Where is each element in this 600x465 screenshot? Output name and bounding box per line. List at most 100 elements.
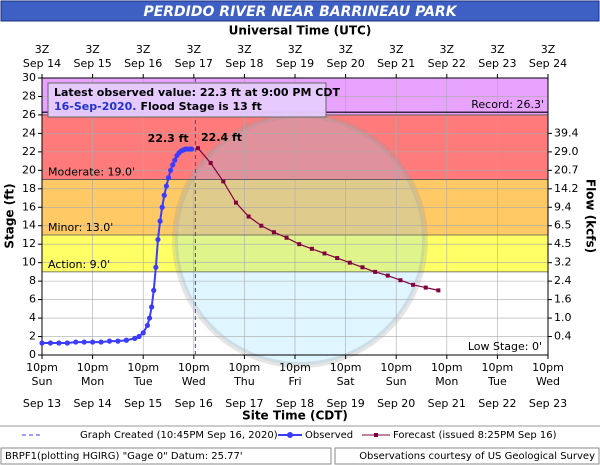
observed-point xyxy=(56,340,62,346)
observed-point xyxy=(39,340,45,346)
x-tick-date: Sep 23 xyxy=(529,397,567,410)
x-tick-label: 10pm xyxy=(26,361,58,374)
y2-tick-label: 29.0 xyxy=(554,145,579,158)
x-tick-day: Sun xyxy=(32,375,53,388)
top-tick-label: 3Z xyxy=(541,43,556,56)
forecast-point xyxy=(271,230,276,235)
observed-point xyxy=(115,338,121,344)
legend-observed-swatch xyxy=(287,432,293,438)
x-tick-date: Sep 18 xyxy=(276,397,314,410)
y2-tick-label: 1.0 xyxy=(554,311,572,324)
forecast-point xyxy=(436,288,441,293)
forecast-point xyxy=(309,246,314,251)
x-tick-date: Sep 17 xyxy=(225,397,263,410)
top-tick-date: Sep 24 xyxy=(529,57,567,70)
observed-point xyxy=(189,146,195,152)
observed-point xyxy=(106,338,113,344)
y-tick-label: 12 xyxy=(22,237,36,250)
y2-tick-label: 20.7 xyxy=(554,163,579,176)
title-bar xyxy=(0,0,600,22)
x-tick-day: Mon xyxy=(81,375,104,388)
forecast-point xyxy=(246,214,251,219)
x-tick-label: 10pm xyxy=(532,361,564,374)
y2-tick-label: 4.5 xyxy=(554,237,572,250)
x-tick-day: Thu xyxy=(233,375,255,388)
forecast-point xyxy=(322,251,327,256)
x-tick-label: 10pm xyxy=(229,361,261,374)
y-tick-label: 18 xyxy=(22,182,36,195)
top-tick-label: 3Z xyxy=(237,43,252,56)
series-line xyxy=(197,147,439,291)
x-tick-date: Sep 22 xyxy=(478,397,516,410)
x-tick-date: Sep 15 xyxy=(124,397,162,410)
observed-point xyxy=(153,264,159,270)
y-tick-label: 26 xyxy=(22,108,36,121)
plot-frame xyxy=(41,77,549,356)
forecast-point xyxy=(221,179,226,184)
y-tick-label: 10 xyxy=(22,256,36,269)
top-tick-label: 3Z xyxy=(490,43,505,56)
datum: BRPF1(plotting HGIRG) "Gage 0" Datum: 25… xyxy=(5,451,243,462)
info-flood: Flood Stage is 13 ft xyxy=(141,100,262,113)
x-tick-date: Sep 13 xyxy=(23,397,61,410)
y2-tick-label: 3.2 xyxy=(554,256,572,269)
y2-tick-label: 0.4 xyxy=(554,330,572,343)
y2-tick-label: 2.4 xyxy=(554,274,572,287)
x-tick-day: Mon xyxy=(435,375,458,388)
x-tick-label: 10pm xyxy=(482,361,514,374)
observed-point xyxy=(165,175,172,181)
x-tick-day: Wed xyxy=(182,375,206,388)
x-tick-date: Sep 21 xyxy=(428,397,466,410)
observed-point xyxy=(168,167,174,173)
observed-point xyxy=(64,340,70,346)
forecast-point xyxy=(385,273,390,278)
legend-label: Observed xyxy=(305,430,353,441)
top-tick-date: Sep 15 xyxy=(73,57,111,70)
y-tick-label: 0 xyxy=(29,348,36,361)
forecast-point xyxy=(398,278,403,283)
top-tick-label: 3Z xyxy=(288,43,303,56)
observed-point xyxy=(157,218,163,224)
top-tick-date: Sep 22 xyxy=(428,57,466,70)
record-label: Record: 26.3' xyxy=(471,98,544,111)
top-tick-date: Sep 16 xyxy=(124,57,162,70)
x-tick-date: Sep 19 xyxy=(326,397,364,410)
observed-point xyxy=(98,339,104,345)
y-tick-label: 24 xyxy=(22,126,36,139)
forecast-point xyxy=(423,285,428,290)
y2-axis-title: Flow (kcfs) xyxy=(584,179,598,253)
top-tick-date: Sep 20 xyxy=(326,57,364,70)
top-tick-label: 3Z xyxy=(187,43,202,56)
x-tick-day: Sun xyxy=(386,375,407,388)
top-tick-label: 3Z xyxy=(85,43,100,56)
top-tick-label: 3Z xyxy=(440,43,455,56)
y-axis-title: Stage (ft) xyxy=(3,183,17,248)
info-line: Latest observed value: 22.3 ft at 9:00 P… xyxy=(54,86,340,99)
observed-point xyxy=(161,192,167,198)
observed-point xyxy=(155,236,161,243)
top-tick-date: Sep 18 xyxy=(225,57,263,70)
x-tick-date: Sep 20 xyxy=(377,397,415,410)
title: PERDIDO RIVER NEAR BARRINEAU PARK xyxy=(143,4,457,20)
y-tick-label: 8 xyxy=(29,274,36,287)
forecast-point xyxy=(335,256,340,261)
observed-point xyxy=(170,162,176,168)
x-tick-day: Fri xyxy=(288,375,301,388)
observed-point xyxy=(47,340,54,346)
observed-point xyxy=(132,335,138,341)
forecast-point xyxy=(297,242,302,247)
y2-tick-label: 9.4 xyxy=(554,200,572,213)
x-tick-label: 10pm xyxy=(127,361,159,374)
footer-box xyxy=(0,447,332,465)
y2-tick-label: 1.6 xyxy=(554,293,572,306)
y-tick-label: 30 xyxy=(22,71,36,84)
y-tick-label: 22 xyxy=(22,145,36,158)
flood-label: Moderate: 19.0' xyxy=(48,166,135,179)
x-tick-label: 10pm xyxy=(279,361,311,374)
x-tick-day: Sat xyxy=(337,375,356,388)
observed-point xyxy=(90,339,96,345)
forecast-point xyxy=(347,260,352,265)
flood-label: Minor: 13.0' xyxy=(48,221,113,234)
x-tick-day: Tue xyxy=(133,375,153,388)
